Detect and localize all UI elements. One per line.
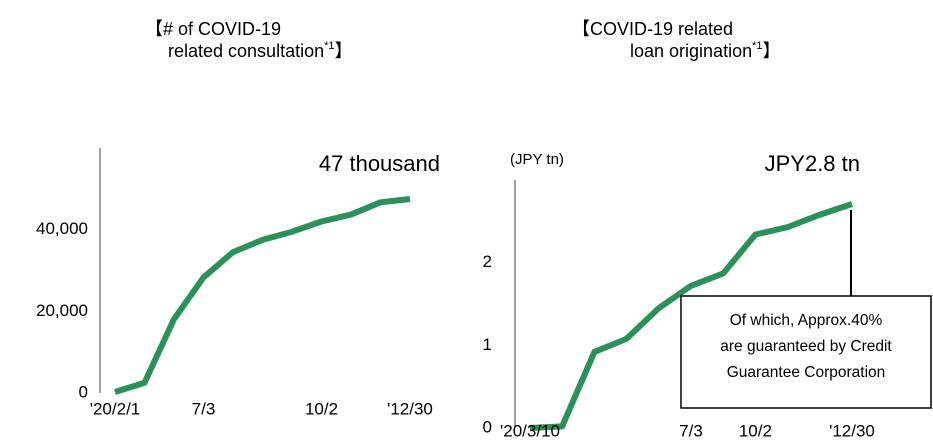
chart-title: 【# of COVID-19 — [145, 19, 281, 39]
callout-box — [680, 295, 932, 409]
annotation: 47 thousand — [319, 151, 440, 176]
annotation: JPY2.8 tn — [765, 151, 860, 176]
data-line — [114, 196, 411, 395]
x-tick-label: '12/30 — [387, 399, 433, 418]
chart-title: related consultation*1】 — [168, 40, 353, 61]
x-tick-label: '12/30 — [829, 421, 875, 440]
x-tick-label: 10/2 — [739, 421, 772, 440]
x-tick-label: '20/3/10 — [500, 421, 560, 440]
y-tick-label: 2 — [483, 252, 492, 271]
x-tick-label: '20/2/1 — [90, 399, 141, 418]
x-tick-label: 7/3 — [192, 399, 216, 418]
callout-text: Of which, Approx.40% — [730, 312, 883, 329]
unit-label: (JPY tn) — [510, 151, 564, 168]
y-tick-label: 0 — [483, 417, 492, 436]
x-tick-label: 10/2 — [305, 399, 338, 418]
chart-title: 【COVID-19 related — [572, 19, 733, 39]
y-tick-label: 20,000 — [36, 301, 88, 320]
data-line — [529, 201, 853, 431]
x-tick-label: 7/3 — [679, 421, 703, 440]
chart-title: loan origination*1】 — [630, 40, 781, 61]
y-tick-label: 1 — [483, 335, 492, 354]
y-tick-label: 0 — [79, 382, 88, 401]
callout-text: are guaranteed by Credit — [720, 338, 892, 355]
callout-text: Guarantee Corporation — [727, 364, 886, 381]
y-tick-label: 40,000 — [36, 219, 88, 238]
